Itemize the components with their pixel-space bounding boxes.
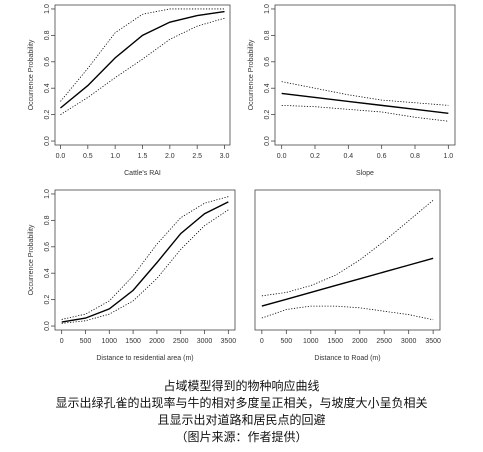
x-tick-label: 500 <box>280 338 292 345</box>
y-tick-label: 0.8 <box>264 30 271 40</box>
x-tick-label: 1000 <box>303 338 319 345</box>
x-tick-label: 2000 <box>149 338 165 345</box>
x-tick-label: 0.4 <box>343 153 353 160</box>
x-tick-label: 0.8 <box>410 153 420 160</box>
x-tick-label: 0.2 <box>310 153 320 160</box>
x-tick-label: 3000 <box>197 338 213 345</box>
y-axis-label: Occurrence Probability <box>28 39 35 110</box>
caption-line: （图片来源：作者提供） <box>175 430 308 444</box>
y-tick-label: 0.6 <box>44 57 51 67</box>
x-tick-label: 1500 <box>125 338 141 345</box>
caption-line: 占域模型得到的物种响应曲线 <box>163 379 320 393</box>
x-tick-label: 3.0 <box>220 153 230 160</box>
x-axis-label: Distance to Road (m) <box>314 355 380 362</box>
y-tick-label: 1.0 <box>44 189 51 199</box>
curve <box>60 17 225 115</box>
y-axis-label: Occurrence Probability <box>28 224 35 295</box>
x-tick-label: 1000 <box>101 338 117 345</box>
y-tick-label: 0.8 <box>44 30 51 40</box>
plot-frame <box>274 4 456 146</box>
curve <box>261 305 434 321</box>
charts: 0.0 0.5 1.0 1.5 2.0 2.5 3.0 0.0 0.2 0.4 0.6 0.8 1.0 C… <box>28 4 456 362</box>
x-tick-label: 0.5 <box>83 153 93 160</box>
y-tick-label: 0.6 <box>264 57 271 67</box>
x-tick-label: 3000 <box>401 338 417 345</box>
x-tick-label: 1.5 <box>138 153 148 160</box>
y-tick-label: 0.0 <box>44 136 51 146</box>
y-tick-label: 0.6 <box>44 242 51 252</box>
x-axis-label: Distance to residential area (m) <box>96 355 193 362</box>
caption-line: 且显示出对道路和居民点的回避 <box>157 413 326 427</box>
curve <box>61 201 229 323</box>
x-tick-label: 2.0 <box>165 153 175 160</box>
y-tick-label: 0.4 <box>44 83 51 93</box>
curve <box>261 257 434 307</box>
curve <box>61 196 229 320</box>
x-tick-label: 1.0 <box>443 153 453 160</box>
x-axis-label: Cattle's RAI <box>124 170 161 177</box>
y-tick-label: 0.2 <box>44 295 51 305</box>
x-tick-label: 2500 <box>376 338 392 345</box>
y-tick-label: 0.8 <box>44 215 51 225</box>
curve <box>281 92 449 114</box>
curve <box>281 81 449 106</box>
curve <box>61 209 229 324</box>
x-tick-label: 0 <box>60 338 64 345</box>
curve <box>281 104 449 122</box>
y-tick-label: 1.0 <box>264 4 271 14</box>
curve <box>60 10 225 109</box>
curve <box>261 199 434 297</box>
x-tick-label: 2500 <box>173 338 189 345</box>
plot-frame <box>54 4 231 146</box>
y-tick-label: 0.2 <box>264 110 271 120</box>
x-tick-label: 0.0 <box>56 153 66 160</box>
caption-line: 显示出绿孔雀的出现率与牛的相对多度呈正相关，与坡度大小呈负相关 <box>55 396 428 410</box>
x-tick-label: 0.0 <box>277 153 287 160</box>
y-tick-label: 0.4 <box>44 268 51 278</box>
x-tick-label: 3500 <box>221 338 237 345</box>
y-tick-label: 0.0 <box>264 136 271 146</box>
y-tick-label: 0.2 <box>44 110 51 120</box>
x-tick-label: 1500 <box>327 338 343 345</box>
plot-frame <box>54 189 236 331</box>
x-tick-label: 3500 <box>425 338 441 345</box>
y-tick-label: 0.4 <box>264 83 271 93</box>
curve <box>60 8 225 102</box>
y-tick-label: 1.0 <box>44 4 51 14</box>
x-axis-label: Slope <box>356 170 374 177</box>
x-tick-label: 2000 <box>352 338 368 345</box>
x-tick-label: 2.5 <box>192 153 202 160</box>
caption: 占域模型得到的物种响应曲线 显示出绿孔雀的出现率与牛的相对多度呈正相关，与坡度大… <box>0 378 483 446</box>
x-tick-label: 1.0 <box>110 153 120 160</box>
y-axis-label: Occurrence Probability <box>248 39 255 110</box>
y-tick-label: 0.0 <box>44 321 51 331</box>
x-tick-label: 0.6 <box>377 153 387 160</box>
plot-frame <box>254 189 441 331</box>
x-tick-label: 0 <box>260 338 264 345</box>
x-tick-label: 500 <box>80 338 92 345</box>
